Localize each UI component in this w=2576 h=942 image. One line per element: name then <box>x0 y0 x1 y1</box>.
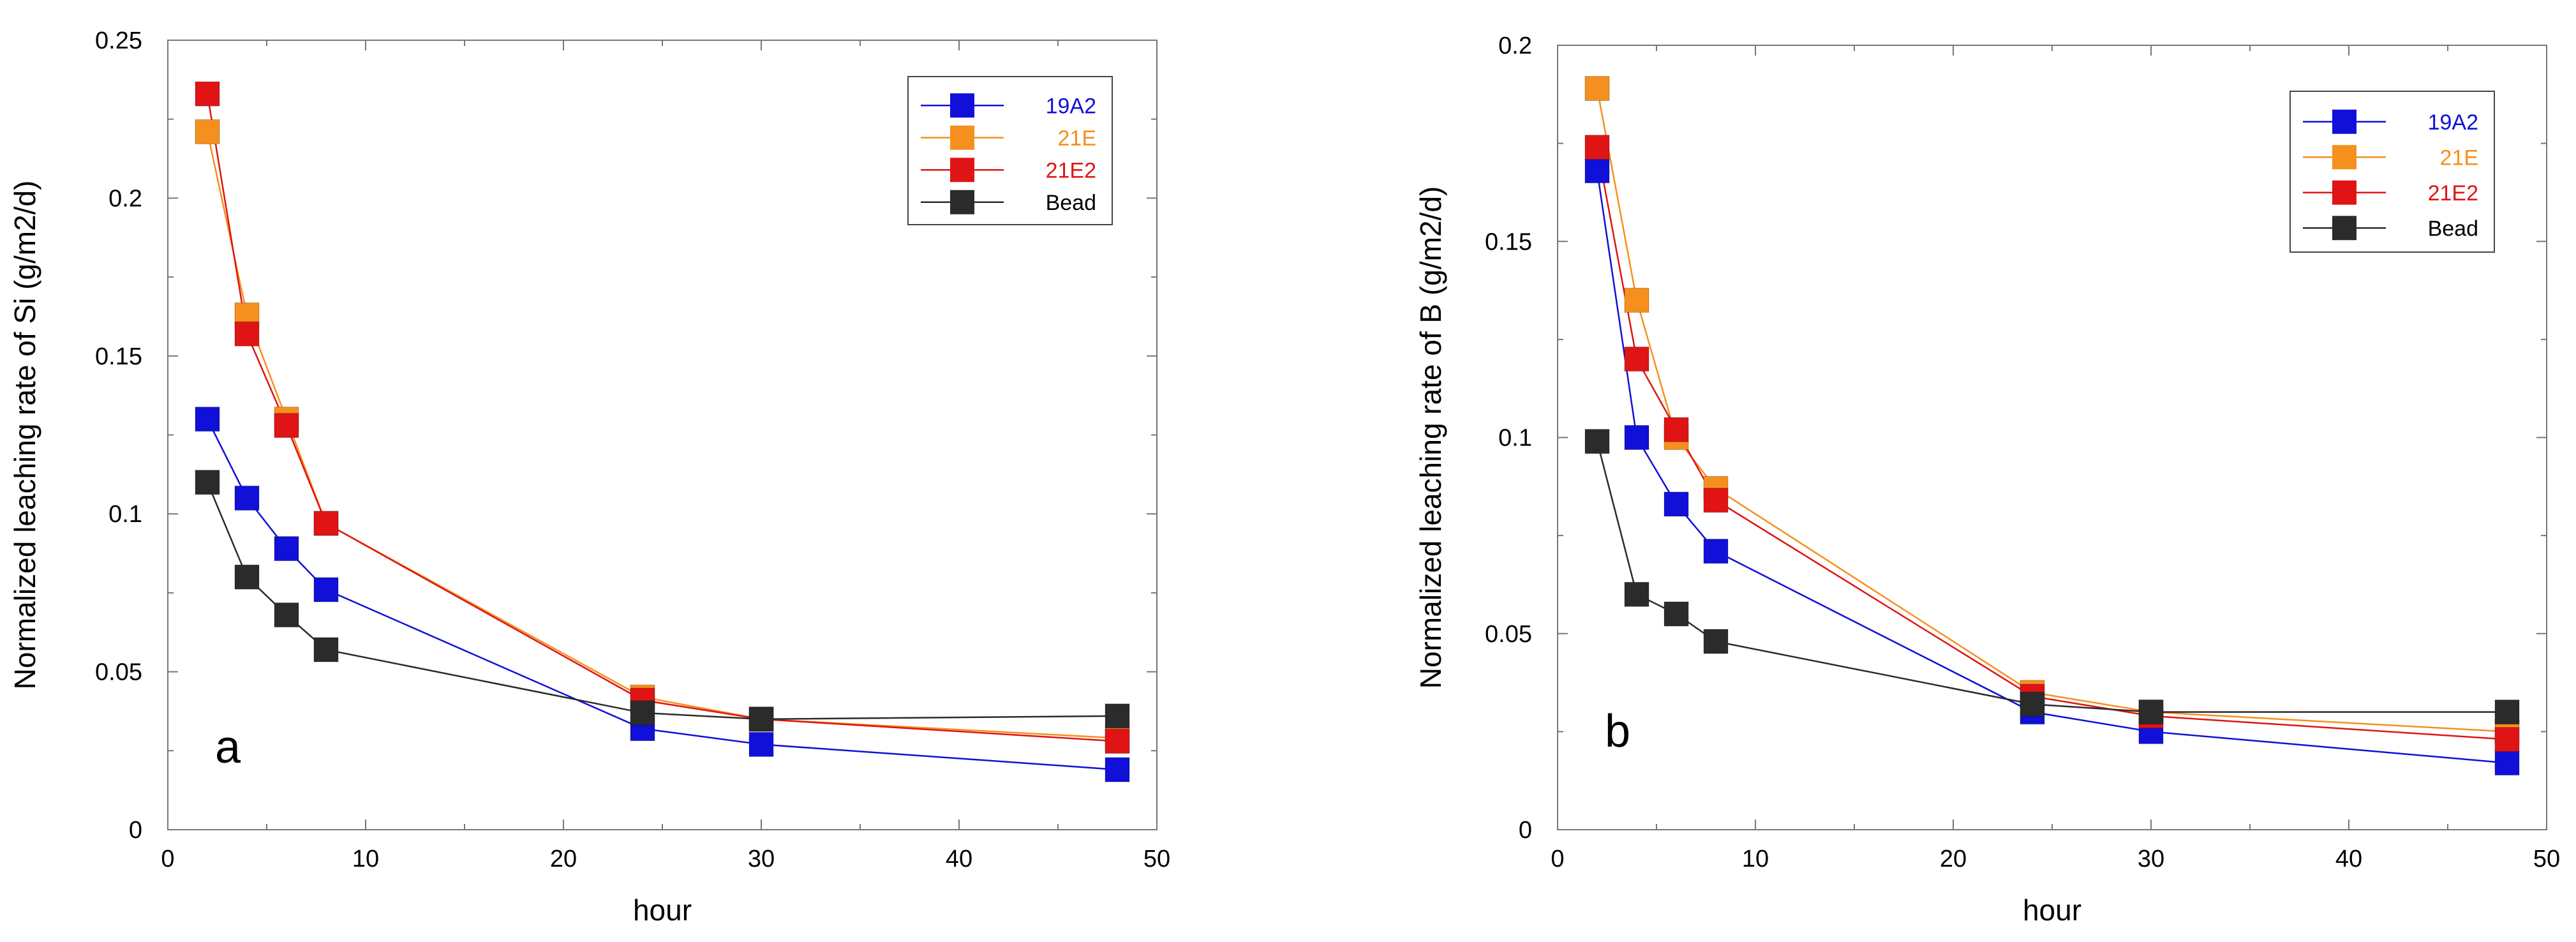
data-point-19A2 <box>1624 425 1649 450</box>
x-tick-label: 40 <box>946 846 972 872</box>
legend-label-19A2: 19A2 <box>1046 94 1096 118</box>
x-tick-label: 20 <box>550 846 577 872</box>
x-tick-label: 0 <box>1551 846 1564 872</box>
y-axis-label: Normalized leaching rate of Si (g/m2/d) <box>8 181 41 690</box>
data-point-Bead <box>630 700 655 726</box>
data-point-19A2 <box>274 536 299 562</box>
x-tick-label: 10 <box>1742 846 1769 872</box>
y-tick-label: 0.15 <box>1485 228 1532 255</box>
data-point-Bead <box>1703 629 1729 654</box>
y-tick-label: 0.25 <box>95 27 142 54</box>
x-tick-label: 10 <box>352 846 379 872</box>
y-tick-label: 0.2 <box>108 185 142 212</box>
x-tick-label: 20 <box>1940 846 1967 872</box>
data-point-21E <box>195 119 220 144</box>
x-tick-label: 30 <box>748 846 775 872</box>
data-point-19A2 <box>1584 158 1610 184</box>
data-point-Bead <box>1584 429 1610 454</box>
data-point-19A2 <box>2494 751 2520 776</box>
data-point-21E2 <box>1703 488 1729 513</box>
y-tick-label: 0.1 <box>1498 425 1532 452</box>
data-point-Bead <box>1624 581 1649 607</box>
data-point-21E2 <box>274 413 299 438</box>
y-axis-label: Normalized leaching rate of B (g/m2/d) <box>1414 186 1447 689</box>
y-tick-label: 0.2 <box>1498 33 1532 59</box>
legend-marker-19A2 <box>2332 109 2356 134</box>
data-point-Bead <box>748 706 774 732</box>
y-tick-label: 0.05 <box>1485 621 1532 648</box>
data-point-21E2 <box>1105 728 1130 754</box>
data-point-19A2 <box>234 485 260 511</box>
data-point-21E2 <box>1624 347 1649 372</box>
legend-label-Bead: Bead <box>2428 216 2478 241</box>
legend-marker-21E <box>950 125 974 150</box>
data-point-Bead <box>2138 699 2164 725</box>
legend-label-21E2: 21E2 <box>1046 158 1096 183</box>
data-point-19A2 <box>1703 539 1729 564</box>
legend-marker-21E2 <box>2332 180 2356 205</box>
legend-label-19A2: 19A2 <box>2428 110 2478 135</box>
panel-label: a <box>215 722 241 773</box>
legend-marker-Bead <box>950 190 974 214</box>
chart-panel-b: 0 0.05 0.1 0.15 0.2 0 10 20 30 40 50 hour Normalized… <box>1414 33 2560 927</box>
x-tick-label: 30 <box>2138 846 2164 872</box>
data-point-Bead <box>195 470 220 495</box>
legend-label-21E2: 21E2 <box>2428 181 2478 206</box>
data-point-Bead <box>274 602 299 628</box>
y-tick-label: 0 <box>1519 817 1532 844</box>
data-point-Bead <box>1105 703 1130 729</box>
y-tick-label: 0.05 <box>95 659 142 686</box>
data-point-19A2 <box>1664 491 1689 517</box>
panel-label: b <box>1605 706 1630 757</box>
data-point-21E <box>1584 76 1610 101</box>
data-point-19A2 <box>748 731 774 757</box>
data-point-Bead <box>1664 601 1689 627</box>
y-tick-label: 0.15 <box>95 343 142 370</box>
x-tick-label: 50 <box>1143 846 1170 872</box>
legend-marker-Bead <box>2332 216 2356 241</box>
legend: 19A2 21E 21E2 Bead <box>907 76 1113 225</box>
data-point-Bead <box>2494 699 2520 725</box>
data-point-21E2 <box>195 81 220 107</box>
legend-marker-19A2 <box>950 93 974 118</box>
legend-label-21E: 21E <box>1058 126 1097 151</box>
data-point-21E <box>1624 287 1649 313</box>
y-tick-label: 0.1 <box>108 501 142 528</box>
data-point-Bead <box>313 637 339 662</box>
data-point-21E2 <box>313 511 339 536</box>
y-tick-label: 0 <box>129 817 142 844</box>
data-point-21E2 <box>1584 135 1610 160</box>
legend-marker-21E2 <box>950 158 974 183</box>
legend-marker-21E <box>2332 145 2356 170</box>
legend-box <box>907 76 1113 225</box>
chart-panel-a: 0 0.05 0.1 0.15 0.2 0.25 0 10 20 30 40 50 hour Normal… <box>8 27 1170 927</box>
x-tick-label: 50 <box>2533 846 2560 872</box>
data-point-19A2 <box>313 577 339 602</box>
x-axis-label: hour <box>633 893 692 927</box>
legend-box <box>2289 91 2495 253</box>
data-point-Bead <box>234 564 260 590</box>
legend: 19A2 21E 21E2 Bead <box>2289 91 2495 253</box>
legend-label-Bead: Bead <box>1046 191 1096 215</box>
x-axis-label: hour <box>2023 893 2081 927</box>
data-point-19A2 <box>195 407 220 432</box>
x-tick-label: 0 <box>161 846 174 872</box>
legend-label-21E: 21E <box>2440 146 2479 170</box>
data-point-21E2 <box>1664 417 1689 442</box>
data-point-Bead <box>2020 691 2045 717</box>
data-point-21E2 <box>234 321 260 347</box>
data-point-19A2 <box>1105 757 1130 782</box>
x-tick-label: 40 <box>2335 846 2362 872</box>
data-point-21E2 <box>2494 727 2520 752</box>
